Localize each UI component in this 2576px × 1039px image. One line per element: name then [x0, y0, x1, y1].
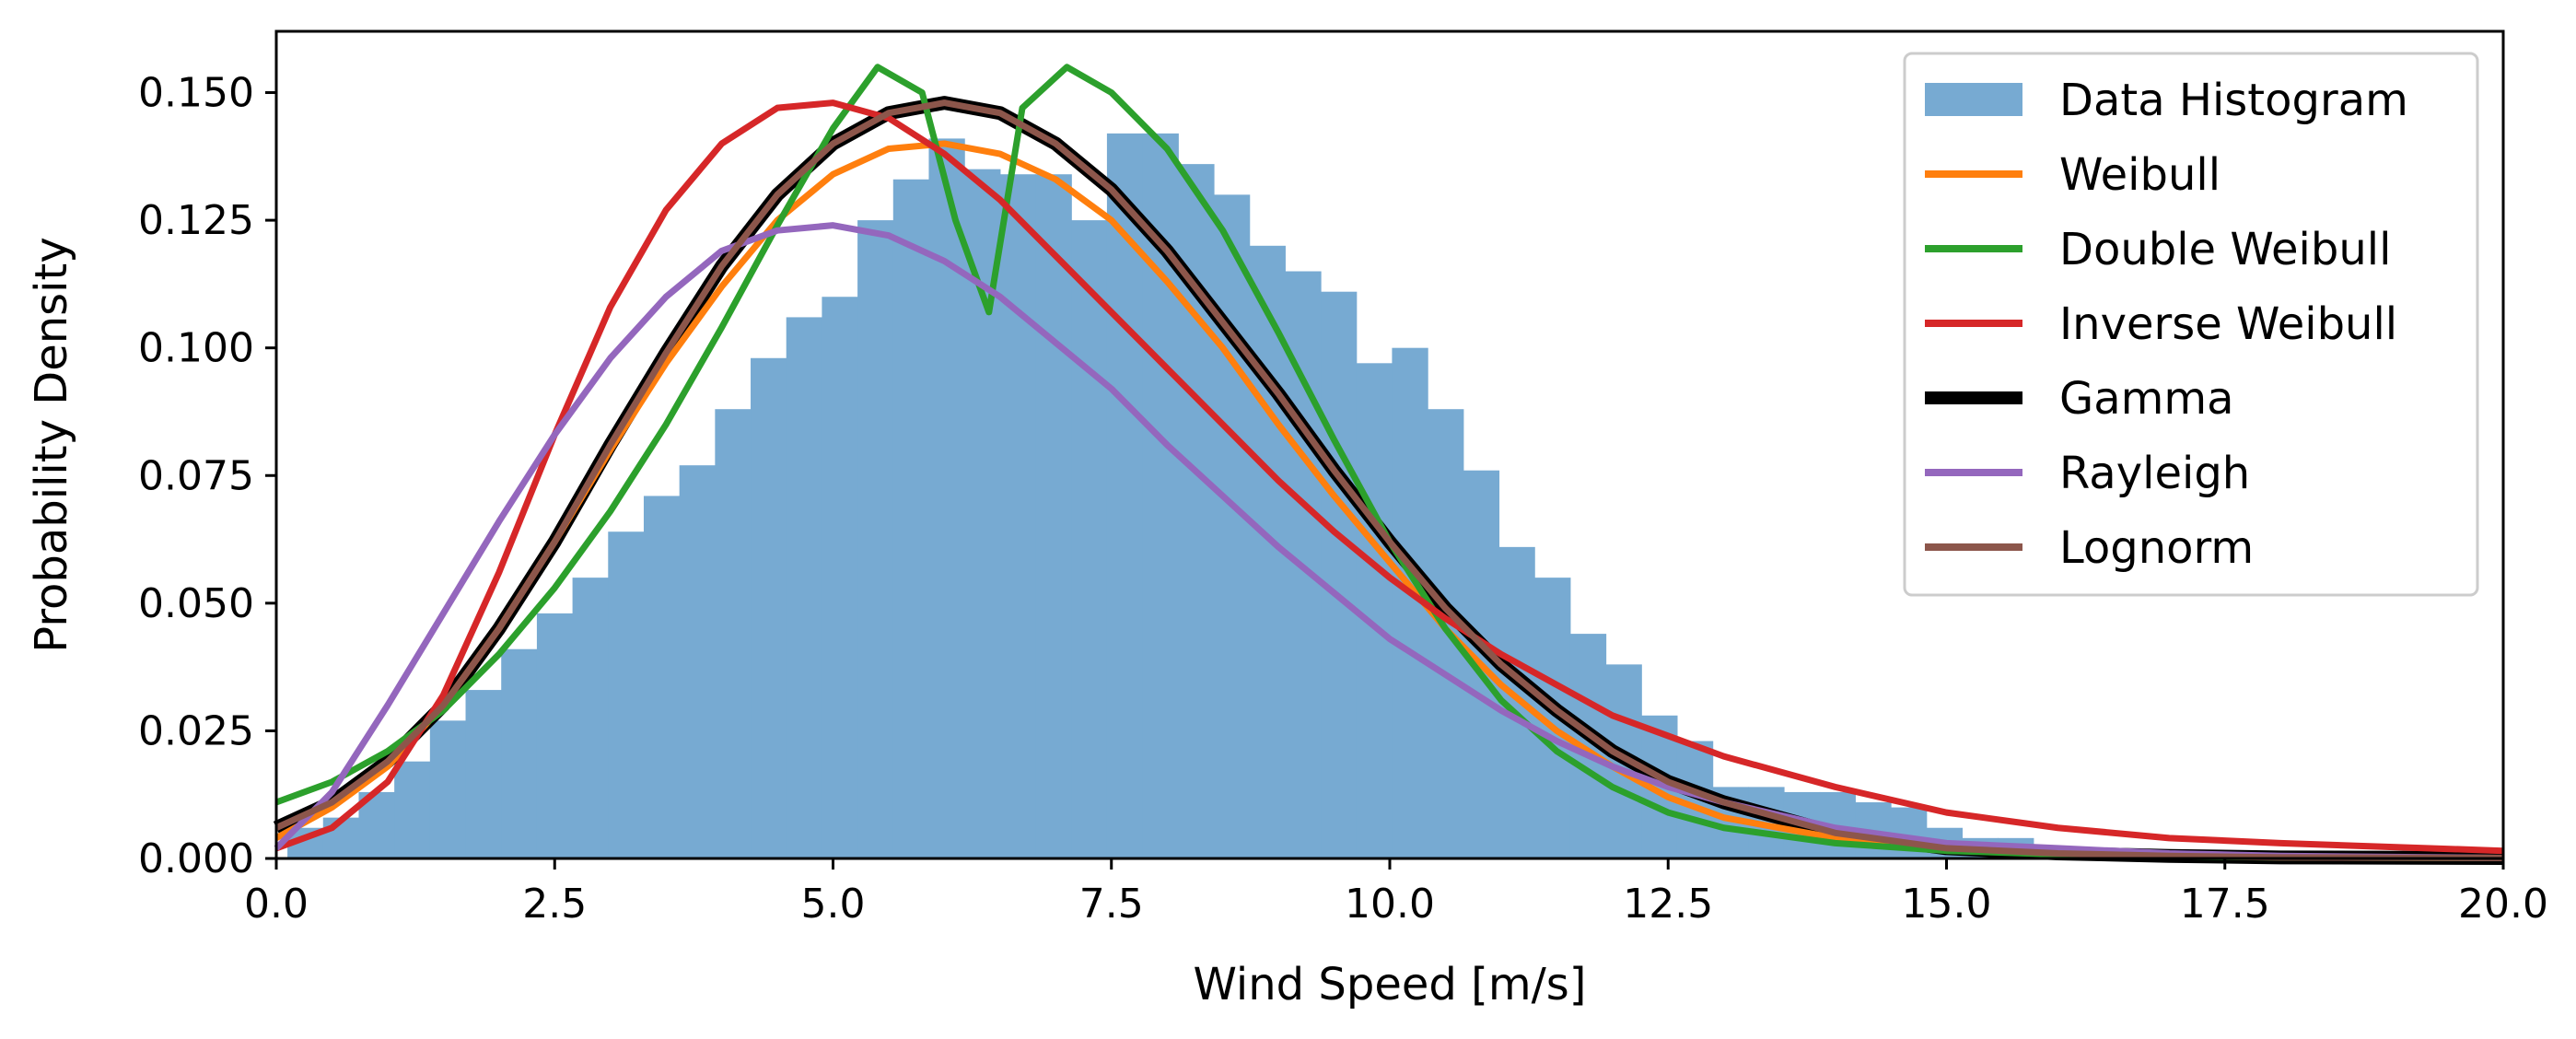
- x-tick-label: 12.5: [1623, 881, 1713, 928]
- histogram-bar: [786, 317, 823, 858]
- histogram-bar: [1213, 194, 1251, 858]
- y-tick-label: 0.125: [138, 197, 254, 244]
- histogram-bar: [465, 690, 502, 858]
- x-tick-label: 2.5: [522, 881, 587, 928]
- curve-inverse-weibull: [274, 99, 2504, 855]
- histogram-bar: [928, 138, 965, 858]
- x-tick-label: 5.0: [801, 881, 866, 928]
- x-tick-label: 15.0: [1902, 881, 1992, 928]
- histogram-bar: [1071, 220, 1108, 859]
- y-tick-label: 0.075: [138, 452, 254, 499]
- x-tick-label: 0.0: [244, 881, 309, 928]
- y-tick-label: 0.025: [138, 707, 254, 754]
- histogram-bar: [643, 496, 681, 858]
- curve-rayleigh: [274, 222, 2504, 861]
- histogram-bar: [857, 220, 894, 859]
- legend-label-data-histogram: Data Histogram: [2059, 75, 2408, 126]
- histogram-bar: [1035, 174, 1072, 858]
- legend-label-lognorm: Lognorm: [2059, 522, 2254, 574]
- legend-label-rayleigh: Rayleigh: [2059, 448, 2250, 499]
- legend: Data Histogram Weibull Double Weibull Inver…: [1903, 52, 2479, 597]
- curve-double-weibull: [274, 64, 2504, 861]
- x-tick-label: 7.5: [1079, 881, 1144, 928]
- histogram-bar: [679, 465, 716, 858]
- y-tick-label: 0.150: [138, 70, 254, 117]
- histogram-bar: [822, 297, 858, 858]
- x-tick-label: 17.5: [2180, 881, 2270, 928]
- histogram-bar: [536, 613, 574, 858]
- legend-label-double-weibull: Double Weibull: [2059, 224, 2391, 275]
- x-axis-label: Wind Speed [m/s]: [1193, 959, 1586, 1010]
- histogram-bar: [394, 761, 431, 858]
- legend-box: [1903, 52, 2479, 597]
- histogram-bar: [751, 357, 787, 858]
- legend-label-weibull: Weibull: [2059, 149, 2220, 201]
- histogram-bar: [715, 409, 752, 858]
- y-axis-ticks: 0.000 0.025 0.050 0.075 0.100 0.125 0.150: [138, 70, 276, 882]
- histogram-bar: [572, 578, 609, 858]
- histogram-bar: [999, 174, 1037, 858]
- histogram-bar: [429, 720, 467, 858]
- y-tick-label: 0.000: [138, 835, 254, 882]
- x-tick-label: 10.0: [1345, 881, 1435, 928]
- legend-label-gamma: Gamma: [2059, 373, 2234, 425]
- legend-label-inverse-weibull: Inverse Weibull: [2059, 298, 2397, 350]
- y-tick-label: 0.050: [138, 580, 254, 627]
- histogram-bar: [1356, 363, 1393, 858]
- x-tick-label: 20.0: [2458, 881, 2548, 928]
- fitted-curves: [273, 64, 2504, 865]
- histogram-bar: [1321, 291, 1358, 858]
- y-axis-label: Probability Density: [26, 237, 77, 652]
- x-axis-ticks: 0.0 2.5 5.0 7.5 10.0 12.5 15.0 17.5 20.0: [244, 858, 2548, 928]
- histogram-bar: [501, 648, 538, 858]
- histogram-bar: [608, 531, 645, 858]
- legend-swatch-data-histogram: [1925, 83, 2022, 116]
- curve-lognorm: [274, 99, 2504, 861]
- y-tick-label: 0.100: [138, 325, 254, 372]
- histogram-bar: [892, 179, 930, 858]
- histogram-bar: [1106, 133, 1144, 859]
